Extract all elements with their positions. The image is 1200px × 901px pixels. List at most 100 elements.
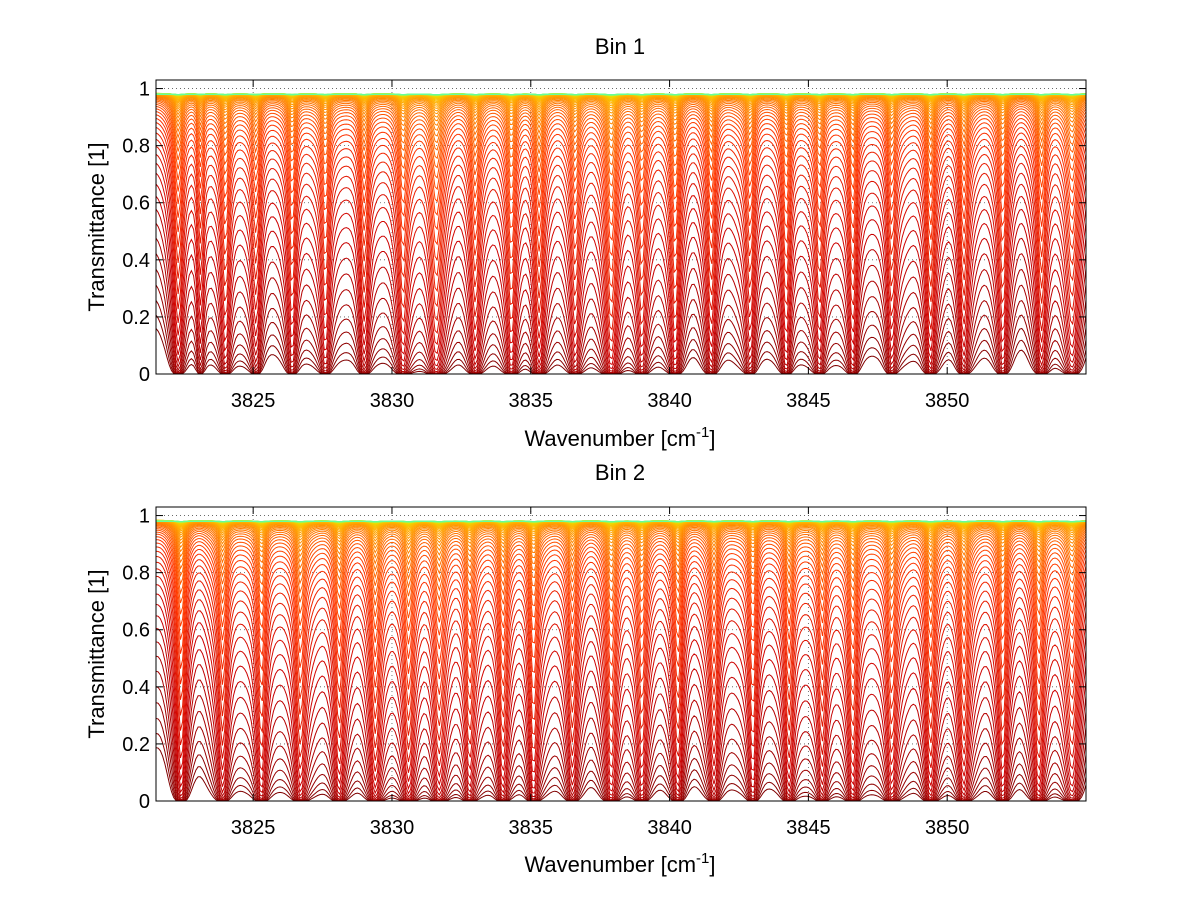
x-tick-label: 3845 [786, 817, 831, 839]
subplot-2-ylabel: Transmittance [1] [84, 569, 109, 738]
subplot-1-xlabel: Wavenumber [cm-1] [524, 424, 715, 451]
series-line [155, 105, 1087, 200]
series-line [155, 615, 1087, 795]
y-tick-label: 1 [139, 79, 150, 101]
series-line [156, 522, 1087, 555]
series-line [156, 521, 1087, 550]
series-line [155, 132, 1087, 304]
series-line [155, 561, 1087, 736]
series-line [156, 521, 1087, 543]
subplot-2-xlabel-sup: -1 [696, 850, 709, 867]
subplot-bin-1: Bin 1 3825 3830 3835 3840 3845 3850 0 0.2 0.4 0.6… [84, 34, 1087, 451]
series-line [155, 94, 1087, 117]
series-line [156, 521, 1087, 546]
series-line [155, 575, 1087, 763]
series-line [155, 525, 1087, 581]
y-tick-label: 1 [139, 506, 150, 528]
series-line [155, 253, 1087, 375]
series-line [155, 584, 1087, 773]
subplot-1-ylabel: Transmittance [1] [84, 142, 109, 311]
y-tick-label: 0.4 [122, 677, 150, 699]
series-line [155, 533, 1087, 631]
series-line [155, 603, 1087, 791]
series-line [155, 138, 1087, 318]
x-tick-label: 3840 [647, 390, 692, 412]
x-tick-label: 3840 [647, 817, 692, 839]
series-line [156, 524, 1087, 573]
series-line [155, 172, 1087, 360]
x-tick-label: 3825 [231, 817, 276, 839]
x-tick-label: 3835 [509, 817, 554, 839]
series-line [155, 94, 1087, 121]
subplot-2-xlabel-end: ] [709, 852, 715, 877]
series-line [155, 97, 1087, 142]
series-line [155, 95, 1087, 125]
y-tick-label: 0.4 [122, 250, 150, 272]
series-line [155, 627, 1087, 798]
series-line [155, 546, 1087, 690]
series-line [155, 529, 1087, 607]
series-line [155, 162, 1087, 352]
series-line [155, 99, 1087, 157]
x-tick-label: 3850 [925, 817, 970, 839]
series-line [156, 520, 1087, 535]
subplot-2-title: Bin 2 [595, 460, 645, 485]
series-line [155, 195, 1087, 370]
series-line [155, 655, 1087, 801]
series-line [155, 542, 1087, 674]
series-line [155, 555, 1087, 721]
subplot-2-xlabel-text: Wavenumber [cm [524, 852, 696, 877]
x-tick-label: 3835 [509, 390, 554, 412]
y-tick-label: 0.8 [122, 563, 150, 585]
subplot-1-xlabel-end: ] [709, 426, 715, 451]
y-tick-label: 0.8 [122, 136, 150, 158]
series-line [155, 568, 1087, 750]
series-line [155, 108, 1087, 213]
subplot-1-title: Bin 1 [595, 34, 645, 59]
series-line [155, 237, 1087, 374]
series-line [155, 126, 1087, 289]
series-line [155, 531, 1087, 619]
subplot-2-ticks: 3825 3830 3835 3840 3845 3850 0 0.2 0.4 0.6 0.8 1 [122, 506, 1086, 839]
x-tick-label: 3825 [231, 390, 276, 412]
series-line [155, 269, 1087, 375]
series-line [156, 520, 1087, 537]
series-line [155, 96, 1087, 136]
x-tick-label: 3830 [370, 390, 415, 412]
series-line [156, 93, 1086, 96]
series-line [155, 145, 1087, 331]
series-line [155, 536, 1087, 645]
series-line [155, 94, 1087, 114]
series-line [155, 539, 1087, 659]
series-line [156, 523, 1087, 566]
series-line [155, 111, 1087, 227]
series-line [155, 526, 1087, 589]
subplot-bin-2: Bin 2 3825 3830 3835 3840 3845 3850 0 0.2 0.4 0.6… [84, 460, 1087, 877]
series-line [155, 122, 1087, 273]
subplot-1-ticks: 3825 3830 3835 3840 3845 3850 0 0.2 0.4 0.6 0.8 1 [122, 79, 1086, 412]
series-line [156, 520, 1087, 540]
series-line [155, 223, 1087, 374]
subplot-2-axes-box [155, 506, 1087, 802]
y-tick-label: 0.2 [122, 734, 150, 756]
series-line [155, 528, 1087, 597]
y-tick-label: 0 [139, 791, 150, 813]
series-line [155, 102, 1087, 176]
subplot-2-xlabel: Wavenumber [cm-1] [524, 850, 715, 877]
subplot-1-axes-box [155, 79, 1087, 375]
series-line [155, 98, 1087, 149]
series-line [155, 670, 1087, 802]
series-line [155, 183, 1087, 366]
y-tick-label: 0.6 [122, 620, 150, 642]
subplot-2-series [155, 519, 1087, 802]
series-line [155, 103, 1087, 187]
y-tick-label: 0 [139, 364, 150, 386]
x-tick-label: 3830 [370, 817, 415, 839]
series-line [155, 117, 1087, 257]
series-line [155, 208, 1087, 372]
series-line [155, 550, 1087, 706]
x-tick-label: 3850 [925, 390, 970, 412]
y-tick-label: 0.2 [122, 307, 150, 329]
series-line [156, 523, 1087, 560]
